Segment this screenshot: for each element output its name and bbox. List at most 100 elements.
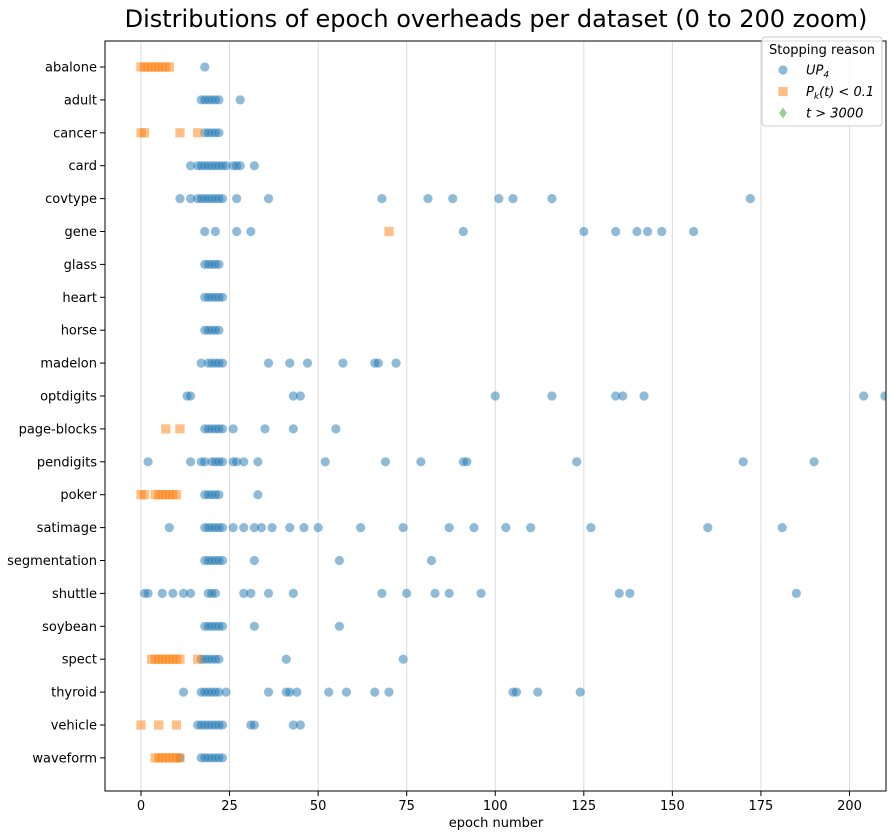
- point-cancer: [139, 128, 150, 138]
- point-shuttle: [178, 588, 189, 599]
- legend-label: Pk(t) < 0.1: [806, 85, 874, 102]
- point-vehicle: [136, 720, 146, 730]
- y-tick-label-covtype: covtype: [45, 192, 97, 207]
- point-madelon: [302, 358, 313, 368]
- point-segmentation: [249, 555, 259, 566]
- point-gene: [210, 226, 220, 237]
- point-satimage: [444, 523, 454, 533]
- point-satimage: [228, 523, 238, 533]
- point-shuttle: [168, 588, 178, 599]
- point-satimage: [777, 523, 787, 533]
- point-soybean: [249, 621, 259, 631]
- point-shuttle: [210, 588, 220, 599]
- point-optdigits: [490, 391, 500, 401]
- legend-label: t > 3000: [806, 107, 863, 122]
- point-gene: [632, 226, 642, 237]
- point-shuttle: [143, 588, 153, 599]
- point-shuttle: [625, 588, 635, 599]
- point-shuttle: [444, 588, 454, 599]
- point-shuttle: [377, 588, 387, 599]
- point-satimage: [356, 523, 366, 533]
- point-thyroid: [575, 687, 585, 697]
- point-optdigits: [611, 391, 621, 401]
- chart-title: Distributions of epoch overheads per dat…: [125, 5, 868, 33]
- point-spect: [175, 654, 185, 664]
- point-soybean: [217, 621, 228, 631]
- legend-marker-t3000: [779, 107, 787, 119]
- x-tick-label: 125: [571, 799, 596, 814]
- point-madelon: [285, 358, 295, 368]
- point-satimage: [267, 523, 277, 533]
- point-satimage: [469, 523, 479, 533]
- point-gene: [657, 226, 667, 237]
- point-pendigits: [738, 457, 748, 467]
- y-tick-label-adult: adult: [64, 93, 97, 108]
- point-shuttle: [157, 588, 167, 599]
- y-tick-label-horse: horse: [61, 324, 97, 339]
- point-abalone: [164, 62, 174, 72]
- y-tick-label-cancer: cancer: [53, 126, 97, 141]
- point-gene: [579, 226, 589, 237]
- point-shuttle: [614, 588, 624, 599]
- x-tick-label: 150: [660, 799, 685, 814]
- data-points: [136, 62, 886, 763]
- point-optdigits: [880, 391, 886, 401]
- x-tick-label: 0: [137, 799, 145, 814]
- point-covtype: [377, 194, 387, 204]
- x-tick-label: 100: [483, 799, 508, 814]
- point-thyroid: [214, 687, 224, 697]
- point-satimage: [285, 523, 295, 533]
- point-covtype: [175, 194, 185, 204]
- point-gene: [458, 226, 468, 237]
- y-tick-label-waveform: waveform: [32, 751, 97, 766]
- y-tick-label-vehicle: vehicle: [51, 719, 97, 734]
- point-gene: [246, 226, 256, 237]
- point-thyroid: [178, 687, 189, 697]
- point-shuttle: [791, 588, 801, 599]
- y-tick-label-spect: spect: [62, 653, 97, 668]
- point-thyroid: [341, 687, 352, 697]
- point-adult: [235, 95, 245, 105]
- point-vehicle: [171, 720, 182, 730]
- point-poker: [253, 490, 263, 500]
- x-axis-ticks: 0 25 50 75 100 125 150 175 200: [137, 791, 862, 814]
- point-covtype: [745, 194, 755, 204]
- point-covtype: [508, 194, 518, 204]
- point-madelon: [391, 358, 401, 368]
- point-optdigits: [639, 391, 649, 401]
- point-gene: [689, 226, 699, 237]
- point-satimage: [249, 523, 259, 533]
- point-spect: [193, 654, 203, 664]
- point-madelon: [263, 358, 274, 368]
- point-gene: [642, 226, 653, 237]
- x-tick-label: 50: [310, 799, 327, 814]
- point-satimage: [256, 523, 267, 533]
- point-card: [235, 161, 245, 171]
- y-tick-label-optdigits: optdigits: [40, 390, 97, 405]
- point-segmentation: [426, 555, 437, 566]
- point-page-blocks: [331, 424, 341, 434]
- y-tick-label-page-blocks: page-blocks: [19, 422, 98, 437]
- point-pendigits: [185, 457, 196, 467]
- point-pendigits: [200, 457, 210, 467]
- point-optdigits: [547, 391, 557, 401]
- point-satimage: [586, 523, 596, 533]
- legend-items: UP4 Pk(t) < 0.1 t > 3000: [778, 64, 874, 122]
- point-covtype: [494, 194, 504, 204]
- point-poker: [139, 490, 150, 500]
- point-covtype: [448, 194, 458, 204]
- point-horse: [214, 325, 224, 335]
- grid-lines: [140, 41, 850, 791]
- x-tick-label: 75: [398, 799, 415, 814]
- point-thyroid: [533, 687, 543, 697]
- point-madelon: [373, 358, 383, 368]
- point-vehicle: [217, 720, 228, 730]
- y-tick-label-soybean: soybean: [42, 620, 97, 635]
- point-pendigits: [380, 457, 391, 467]
- point-covtype: [217, 194, 228, 204]
- x-tick-label: 200: [837, 799, 862, 814]
- point-covtype: [232, 194, 242, 204]
- y-tick-label-glass: glass: [64, 258, 98, 273]
- point-spect: [214, 654, 224, 664]
- point-shuttle: [402, 588, 412, 599]
